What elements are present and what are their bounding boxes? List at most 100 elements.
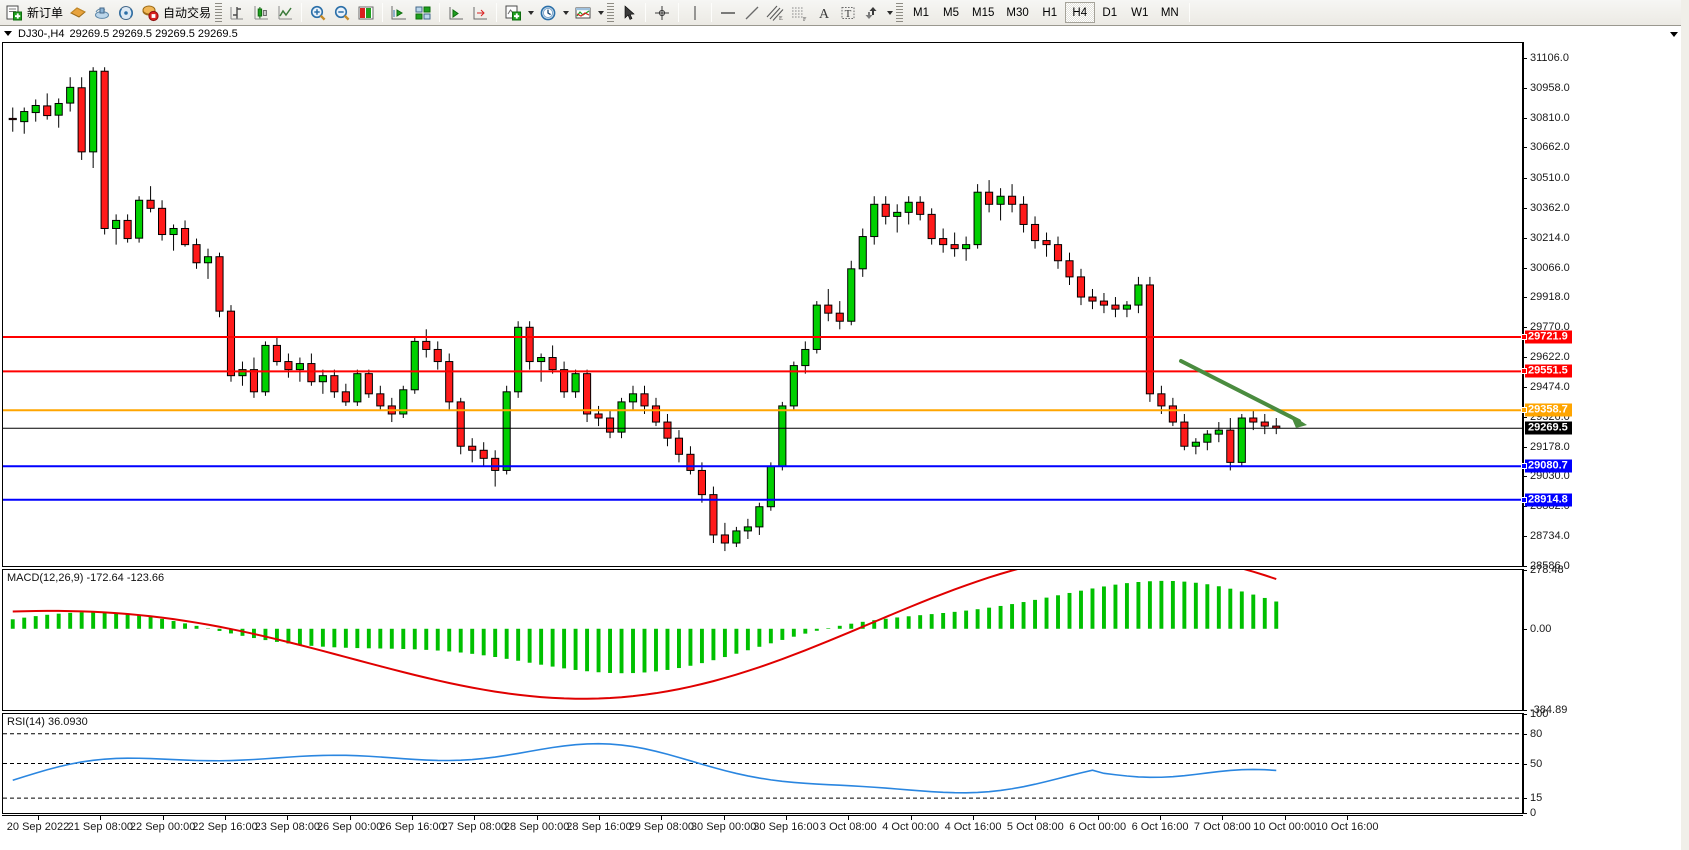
time-axis-tick-label: 22 Sep 16:00 (192, 821, 258, 833)
chart-shift-icon[interactable] (354, 2, 378, 24)
time-axis-tick-label: 7 Oct 08:00 (1193, 821, 1251, 833)
arrows-dropdown-caret[interactable] (884, 2, 895, 24)
price-axis-tick-label: 30810.0 (1530, 111, 1570, 124)
price-level-handle[interactable] (1521, 496, 1527, 503)
price-axis-tick-label: 30362.0 (1530, 201, 1570, 214)
autotrading-label[interactable]: 自动交易 (163, 6, 212, 20)
main-toolbar: 新订单 (0, 0, 1689, 26)
data-center-icon[interactable] (90, 2, 114, 24)
macd-axis-tick-label: -384.89 (1530, 704, 1568, 716)
equidistant-channel-icon[interactable]: E (764, 2, 788, 24)
time-axis-tick (100, 816, 102, 820)
price-level-tag-support-1[interactable]: 29080.7 (1525, 459, 1572, 473)
zoom-out-icon[interactable] (330, 2, 354, 24)
toolbar-separator-8 (1188, 3, 1190, 22)
svg-text:E: E (779, 16, 783, 22)
templates-icon[interactable] (571, 2, 595, 24)
timeframe-d1[interactable]: D1 (1102, 6, 1118, 19)
new-order-label[interactable]: 新订单 (27, 6, 64, 20)
timeframe-h4[interactable]: H4 (1064, 2, 1095, 23)
toolbar-grip-3[interactable] (896, 2, 904, 23)
auto-scroll-icon[interactable] (387, 2, 411, 24)
toolbar-grip[interactable] (215, 2, 223, 23)
rsi-axis-tick (1523, 763, 1527, 765)
zoom-in-icon[interactable] (306, 2, 330, 24)
time-axis-tick-label: 26 Sep 16:00 (379, 821, 445, 833)
time-axis-tick (1097, 816, 1099, 820)
new-order-icon[interactable] (2, 2, 26, 24)
timeframe-mn[interactable]: MN (1160, 6, 1179, 19)
timeframe-m5[interactable]: M5 (943, 6, 960, 19)
period-clock-icon[interactable] (536, 2, 560, 24)
chart-step-right-icon[interactable] (468, 2, 492, 24)
price-axis-tick (1523, 207, 1527, 209)
line-chart-icon[interactable] (273, 2, 297, 24)
arrows-icon[interactable] (860, 2, 884, 24)
price-level-tag-pivot[interactable]: 29358.7 (1525, 403, 1572, 417)
autotrading-icon[interactable] (138, 2, 162, 24)
signals-icon[interactable] (114, 2, 138, 24)
timeframe-m1[interactable]: M1 (913, 6, 930, 19)
tile-windows-icon[interactable] (411, 2, 435, 24)
time-axis-tick (599, 816, 600, 820)
rsi-panel[interactable]: RSI(14) 36.0930 (2, 713, 1523, 814)
price-level-tag-last-price[interactable]: 29269.5 (1525, 421, 1572, 435)
time-axis-tick-label: 10 Oct 00:00 (1253, 821, 1317, 833)
macd-chart-svg (10, 570, 1279, 700)
price-axis-tick-label: 29622.0 (1530, 351, 1570, 364)
time-axis-tick-label: 6 Oct 16:00 (1131, 821, 1189, 833)
chart-collapse-caret-icon[interactable] (1667, 26, 1681, 42)
templates-dropdown-caret[interactable] (595, 2, 606, 24)
time-axis-tick-label: 4 Oct 00:00 (882, 821, 940, 833)
timeframe-w1[interactable]: W1 (1131, 6, 1149, 19)
price-level-tag-resistance-1[interactable]: 29721.9 (1525, 330, 1572, 344)
price-axis-tick (1523, 536, 1527, 538)
price-axis-tick (1523, 386, 1527, 388)
candlestick-chart-icon[interactable] (249, 2, 273, 24)
price-level-handle[interactable] (1521, 407, 1527, 414)
price-axis-tick-label: 30958.0 (1530, 81, 1570, 94)
price-chart-panel[interactable] (2, 42, 1523, 567)
time-axis-tick-label: 6 Oct 00:00 (1069, 821, 1127, 833)
expert-advisors-icon[interactable] (66, 2, 90, 24)
cursor-icon[interactable] (617, 2, 641, 24)
text-icon[interactable]: A (812, 2, 836, 24)
toolbar-separator-2 (382, 3, 384, 22)
price-chart-svg (3, 67, 1522, 552)
time-axis-tick (723, 816, 725, 820)
ohlc-values: 29269.5 29269.5 29269.5 29269.5 (69, 27, 238, 40)
price-axis-tick-label: 30066.0 (1530, 261, 1570, 274)
price-level-handle[interactable] (1521, 333, 1527, 340)
price-level-tag-resistance-2[interactable]: 29551.5 (1525, 364, 1572, 378)
text-label-icon[interactable]: T (836, 2, 860, 24)
timeframe-m30[interactable]: M30 (1006, 6, 1029, 19)
time-axis-tick (1035, 816, 1037, 820)
price-axis-tick (1523, 416, 1527, 418)
time-axis-tick-label: 22 Sep 00:00 (129, 821, 196, 833)
crosshair-icon[interactable] (650, 2, 674, 24)
chart-menu-caret-icon[interactable] (4, 31, 12, 36)
toolbar-grip-2[interactable] (607, 2, 615, 23)
price-axis-tick (1523, 57, 1527, 59)
price-axis-line (1523, 42, 1524, 567)
price-axis-tick (1523, 87, 1527, 89)
fibonacci-retracement-icon[interactable]: F (788, 2, 812, 24)
macd-axis-tick (1523, 570, 1527, 571)
bar-chart-icon[interactable] (225, 2, 249, 24)
indicators-dropdown-caret[interactable] (525, 2, 536, 24)
price-level-tag-support-2[interactable]: 28914.8 (1525, 493, 1572, 507)
period-dropdown-caret[interactable] (560, 2, 571, 24)
vertical-line-icon[interactable] (683, 2, 707, 24)
indicators-add-icon[interactable] (501, 2, 525, 24)
time-axis-tick (287, 816, 289, 820)
chart-step-forward-icon[interactable] (444, 2, 468, 24)
timeframe-h1[interactable]: H1 (1042, 6, 1058, 19)
trendline-icon[interactable] (740, 2, 764, 24)
price-level-handle[interactable] (1521, 463, 1527, 470)
price-axis[interactable]: 31106.0 30958.0 30810.0 30662.0 30510.0 30362… (1521, 42, 1689, 572)
timeframe-m15[interactable]: M15 (972, 6, 995, 19)
price-level-handle[interactable] (1521, 368, 1527, 375)
symbol-bar: DJ30-,H4 29269.5 29269.5 29269.5 29269.5 (0, 26, 1689, 42)
horizontal-line-icon[interactable] (716, 2, 740, 24)
macd-panel[interactable]: MACD(12,26,9) -172.64 -123.66 (2, 569, 1523, 711)
